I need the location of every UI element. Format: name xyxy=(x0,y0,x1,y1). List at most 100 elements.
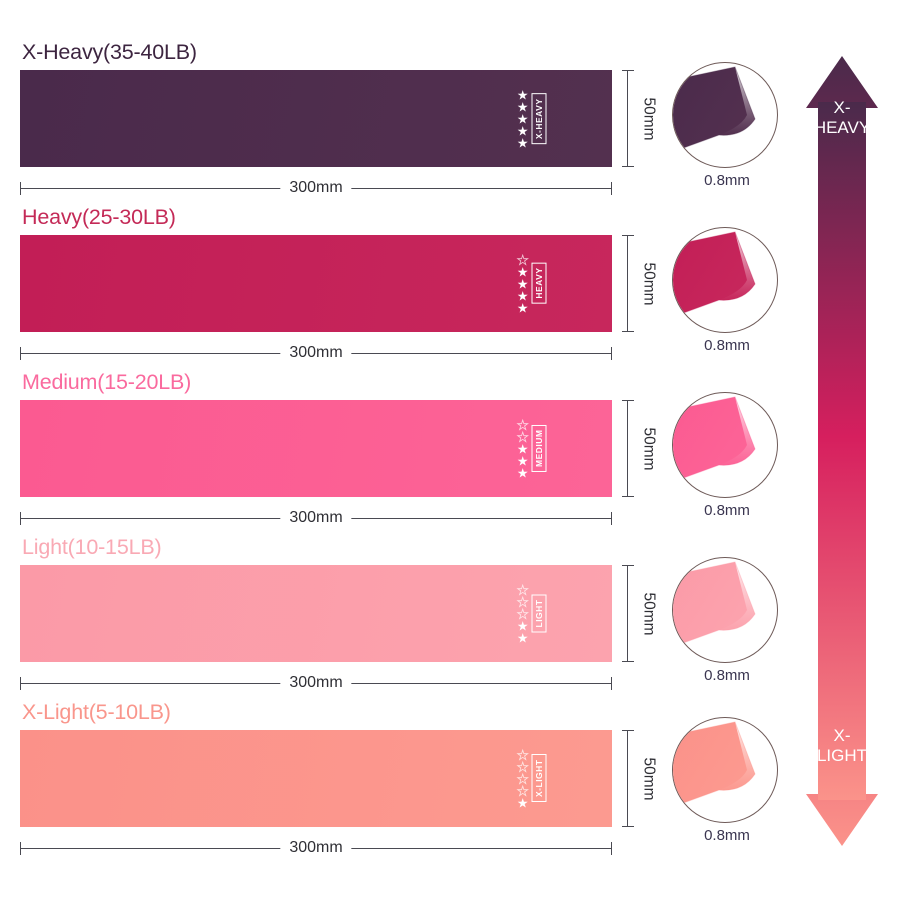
dimension-cap-bottom xyxy=(622,166,634,167)
dimension-cap-right xyxy=(611,677,612,690)
star-filled-icon: ★ xyxy=(516,264,529,279)
dimension-rule xyxy=(627,565,628,662)
star-filled-icon: ★ xyxy=(516,123,529,138)
band-row: Heavy(25-30LB) ★ ★ ★ ★ ★ HEAVY 300mm 50mm xyxy=(0,203,658,368)
star-filled-icon: ★ xyxy=(516,630,529,645)
band-title: Medium(15-20LB) xyxy=(22,370,192,394)
band-fold-illustration-icon xyxy=(673,231,756,317)
thickness-circle xyxy=(672,392,778,498)
dimension-cap-top xyxy=(622,235,634,236)
width-dimension-text: 300mm xyxy=(280,838,352,858)
band-fold-illustration-icon xyxy=(673,396,756,482)
star-filled-icon: ★ xyxy=(516,276,529,291)
thickness-circle xyxy=(672,62,778,168)
height-dimension-text: 50mm xyxy=(639,750,658,807)
dimension-rule xyxy=(627,400,628,497)
band-title: X-Light(5-10LB) xyxy=(22,700,171,724)
arrow-top-label: X- HEAVY xyxy=(813,98,871,137)
dimension-rule xyxy=(627,235,628,332)
width-dimension-text: 300mm xyxy=(280,508,352,528)
width-dimension: 300mm xyxy=(20,343,612,365)
dimension-rule xyxy=(627,730,628,827)
star-filled-icon: ★ xyxy=(516,441,529,456)
resistance-gradient-arrow: X- HEAVY X- LIGHT xyxy=(806,56,878,846)
band-row: Medium(15-20LB) ★ ★ ★ ★ ★ MEDIUM 300mm 50mm xyxy=(0,368,658,533)
band-fold-illustration-icon xyxy=(673,561,756,647)
thickness-callout: 0.8mm xyxy=(664,557,790,707)
height-dimension: 50mm xyxy=(622,400,658,497)
band-row: Light(10-15LB) ★ ★ ★ ★ ★ LIGHT 300mm 50mm xyxy=(0,533,658,698)
height-dimension-text: 50mm xyxy=(639,585,658,642)
width-dimension: 300mm xyxy=(20,673,612,695)
band-strip: ★ ★ ★ ★ ★ MEDIUM xyxy=(20,400,612,497)
thickness-circle xyxy=(672,227,778,333)
band-level-label: HEAVY xyxy=(531,262,546,305)
star-filled-icon: ★ xyxy=(516,111,529,126)
star-rating: ★ ★ ★ ★ ★ xyxy=(516,253,529,314)
star-filled-icon: ★ xyxy=(516,465,529,480)
star-filled-icon: ★ xyxy=(516,135,529,150)
star-filled-icon: ★ xyxy=(516,618,529,633)
width-dimension-text: 300mm xyxy=(280,673,352,693)
dimension-cap-left xyxy=(20,182,21,195)
width-dimension: 300mm xyxy=(20,508,612,530)
star-empty-icon: ★ xyxy=(516,582,529,597)
band-strip: ★ ★ ★ ★ ★ LIGHT xyxy=(20,565,612,662)
arrow-shape-icon xyxy=(806,56,878,846)
dimension-cap-top xyxy=(622,70,634,71)
thickness-text: 0.8mm xyxy=(704,502,750,519)
band-title: Light(10-15LB) xyxy=(22,535,162,559)
band-print-mark: ★ ★ ★ ★ ★ HEAVY xyxy=(516,253,546,314)
width-dimension: 300mm xyxy=(20,178,612,200)
band-title: X-Heavy(35-40LB) xyxy=(22,40,197,64)
star-empty-icon: ★ xyxy=(516,759,529,774)
dimension-cap-left xyxy=(20,677,21,690)
band-strip: ★ ★ ★ ★ ★ X-HEAVY xyxy=(20,70,612,167)
star-empty-icon: ★ xyxy=(516,429,529,444)
band-fold-illustration-icon xyxy=(673,66,756,152)
dimension-cap-bottom xyxy=(622,661,634,662)
thickness-callout: 0.8mm xyxy=(664,62,790,212)
thickness-circle xyxy=(672,557,778,663)
band-level-label: X-LIGHT xyxy=(531,754,546,803)
dimension-cap-top xyxy=(622,400,634,401)
dimension-cap-right xyxy=(611,842,612,855)
dimension-rule xyxy=(627,70,628,167)
star-rating: ★ ★ ★ ★ ★ xyxy=(516,87,529,150)
height-dimension: 50mm xyxy=(622,730,658,827)
height-dimension-text: 50mm xyxy=(639,255,658,312)
dimension-cap-bottom xyxy=(622,826,634,827)
arrow-bottom-label: X- LIGHT xyxy=(816,726,868,765)
dimension-cap-bottom xyxy=(622,331,634,332)
star-filled-icon: ★ xyxy=(516,87,529,102)
star-filled-icon: ★ xyxy=(516,453,529,468)
dimension-cap-left xyxy=(20,512,21,525)
thickness-circle xyxy=(672,717,778,823)
width-dimension-text: 300mm xyxy=(280,178,352,198)
star-rating: ★ ★ ★ ★ ★ xyxy=(516,417,529,480)
band-level-label: LIGHT xyxy=(531,594,546,633)
thickness-text: 0.8mm xyxy=(704,172,750,189)
band-strip: ★ ★ ★ ★ ★ HEAVY xyxy=(20,235,612,332)
star-rating: ★ ★ ★ ★ ★ xyxy=(516,582,529,645)
thickness-callout-list: 0.8mm 0.8mm 0.8mm 0.8mm 0.8mm xyxy=(664,0,790,900)
star-empty-icon: ★ xyxy=(516,783,529,798)
dimension-cap-top xyxy=(622,730,634,731)
star-empty-icon: ★ xyxy=(516,606,529,621)
band-row: X-Heavy(35-40LB) ★ ★ ★ ★ ★ X-HEAVY 300mm 50mm xyxy=(0,38,658,203)
thickness-text: 0.8mm xyxy=(704,667,750,684)
thickness-callout: 0.8mm xyxy=(664,717,790,867)
dimension-cap-left xyxy=(20,842,21,855)
width-dimension-text: 300mm xyxy=(280,343,352,363)
star-empty-icon: ★ xyxy=(516,747,529,762)
thickness-callout: 0.8mm xyxy=(664,392,790,542)
height-dimension: 50mm xyxy=(622,70,658,167)
star-empty-icon: ★ xyxy=(516,417,529,432)
dimension-cap-right xyxy=(611,512,612,525)
thickness-text: 0.8mm xyxy=(704,827,750,844)
thickness-callout: 0.8mm xyxy=(664,227,790,377)
band-title: Heavy(25-30LB) xyxy=(22,205,176,229)
band-level-label: MEDIUM xyxy=(531,424,546,473)
height-dimension: 50mm xyxy=(622,235,658,332)
width-dimension: 300mm xyxy=(20,838,612,860)
